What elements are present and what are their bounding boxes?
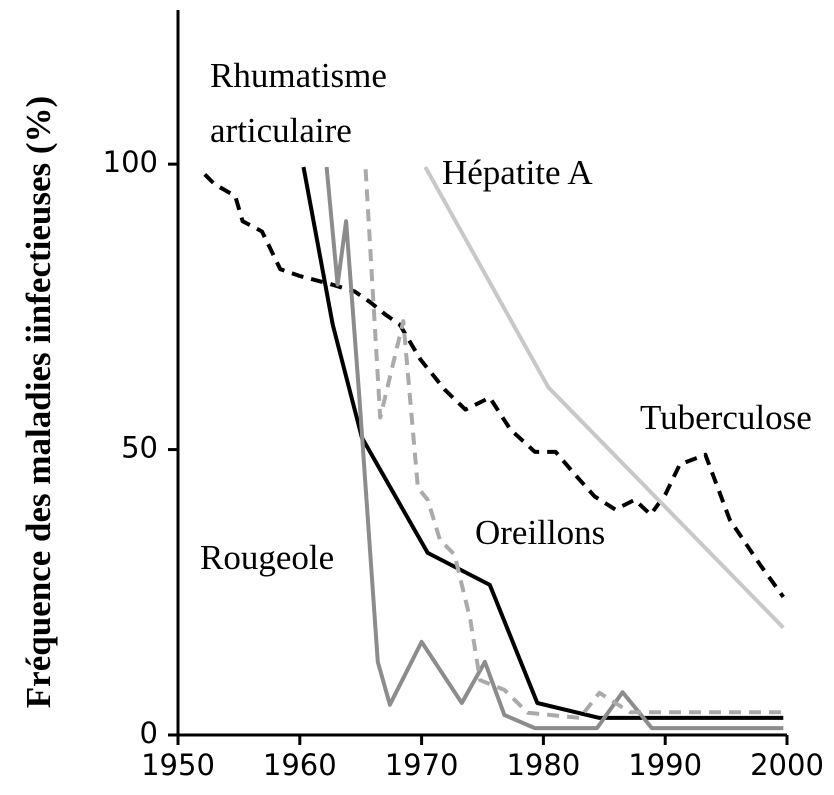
series-line [363, 169, 784, 720]
series-label: Hépatite A [442, 153, 593, 192]
y-axis-label: Fréquence des maladies iinfectieuses (%) [19, 96, 58, 708]
y-tick-label: 50 [121, 431, 158, 465]
series-label: Oreillons [475, 513, 606, 552]
series-label: Tuberculose [640, 398, 812, 437]
y-tick-label: 0 [140, 716, 158, 750]
series-label: Rhumatisme articulaire [210, 56, 387, 150]
series-label: Rougeole [200, 538, 335, 577]
series-line [203, 172, 785, 599]
x-tick-label: 1950 [141, 748, 215, 782]
x-tick-label: 1980 [506, 748, 580, 782]
x-tick-label: 2000 [750, 748, 824, 782]
x-tick-label: 1960 [263, 748, 337, 782]
x-tick-label: 1990 [628, 748, 702, 782]
series-line [423, 166, 785, 630]
series-line [324, 166, 784, 731]
x-tick-label: 1970 [385, 748, 459, 782]
y-tick-label: 100 [103, 145, 158, 179]
